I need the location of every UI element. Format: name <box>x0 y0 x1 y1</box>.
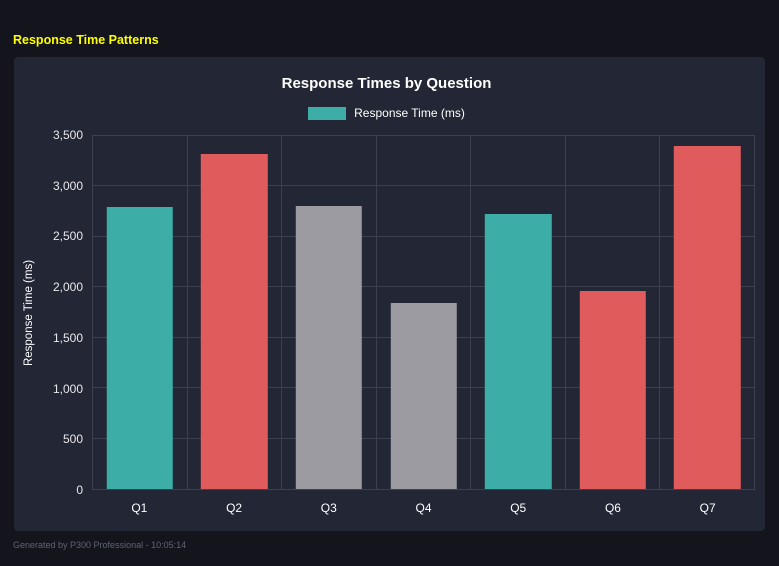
bar-chart: Response Time (ms) 0 500 1,000 1,500 2,000 2,… <box>18 129 755 526</box>
bar-q6 <box>579 291 646 489</box>
category-column-q6 <box>566 136 661 489</box>
chart-legend[interactable]: Response Time (ms) <box>18 106 755 120</box>
x-label-q6: Q6 <box>604 501 621 515</box>
footer-text: Generated by P300 Professional - 10:05:1… <box>13 540 187 550</box>
y-tick-1500: 1,500 <box>52 330 83 345</box>
bar-q7 <box>674 146 741 489</box>
y-tick-0: 0 <box>76 483 83 497</box>
y-tick-1000: 1,000 <box>52 381 83 396</box>
chart-panel: Response Times by Question Response Time… <box>14 57 765 531</box>
plot-wrap: Q1 Q2 Q3 Q4 Q5 Q6 Q7 <box>92 135 755 526</box>
x-label-q7: Q7 <box>699 501 716 515</box>
y-tick-500: 500 <box>62 432 83 447</box>
y-tick-2000: 2,000 <box>52 280 83 295</box>
h-gridline-3500 <box>93 135 754 136</box>
bar-q4 <box>390 303 457 489</box>
x-label-q3: Q3 <box>320 501 337 515</box>
y-tick-3000: 3,000 <box>52 178 83 193</box>
y-axis-label: Response Time (ms) <box>23 259 35 366</box>
chart-title: Response Times by Question <box>281 75 492 92</box>
page-title: Response Time Patterns <box>13 33 159 47</box>
h-gridline-2000 <box>93 286 754 288</box>
category-column-q2 <box>188 136 283 489</box>
category-column-q1 <box>93 136 188 489</box>
page: Response Time Patterns Response Times by… <box>13 33 765 550</box>
bars-container <box>93 136 754 489</box>
category-column-q5 <box>471 136 566 489</box>
h-gridline-3000 <box>93 185 754 187</box>
h-gridline-2500 <box>93 235 754 237</box>
legend-label: Response Time (ms) <box>354 106 465 120</box>
x-axis-labels: Q1 Q2 Q3 Q4 Q5 Q6 Q7 <box>92 490 755 526</box>
category-column-q4 <box>377 136 472 489</box>
bar-q3 <box>295 205 363 489</box>
bar-q5 <box>484 213 552 489</box>
plot-area <box>92 135 755 490</box>
y-tick-2500: 2,500 <box>52 229 83 244</box>
bar-q2 <box>201 154 268 489</box>
y-tick-3500: 3,500 <box>52 128 83 142</box>
y-axis-label-wrap: Response Time (ms) <box>18 135 40 490</box>
x-label-q1: Q1 <box>131 501 148 515</box>
x-label-q4: Q4 <box>415 501 432 515</box>
y-axis-ticks: 0 500 1,000 1,500 2,000 2,500 3,000 3,500 <box>40 129 92 496</box>
category-column-q7 <box>660 136 754 489</box>
bar-q1 <box>106 206 173 489</box>
legend-swatch <box>308 106 347 120</box>
x-label-q2: Q2 <box>226 501 243 515</box>
x-label-q5: Q5 <box>510 501 527 515</box>
category-column-q3 <box>282 136 377 489</box>
